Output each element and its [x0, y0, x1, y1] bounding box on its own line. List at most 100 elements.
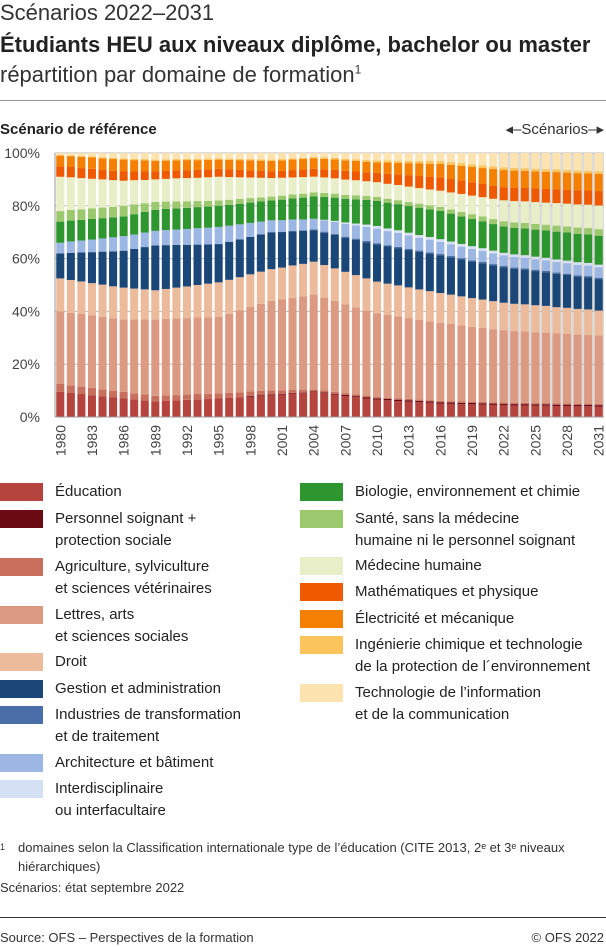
bar-segment	[489, 403, 498, 405]
bar-segment	[552, 405, 561, 417]
bar-segment	[415, 235, 424, 238]
bar-segment	[225, 313, 234, 393]
bar-segment	[66, 153, 75, 156]
bar-segment	[394, 246, 403, 249]
bar-segment	[552, 153, 561, 170]
bar-segment	[214, 398, 223, 417]
bar-segment	[98, 251, 107, 285]
bar-segment	[362, 196, 371, 200]
bar-segment	[436, 322, 445, 401]
bar-segment	[193, 399, 202, 417]
bar-segment	[161, 318, 170, 396]
bar-segment	[594, 229, 603, 236]
bar-segment	[468, 153, 477, 165]
bar-segment	[172, 400, 181, 417]
bar-segment	[193, 201, 202, 208]
bar-segment	[510, 268, 519, 304]
bar-segment	[288, 198, 297, 220]
bar-segment	[235, 177, 244, 199]
bar-segment	[330, 193, 339, 198]
bar-segment	[172, 153, 181, 160]
legend-swatch	[300, 557, 343, 575]
scenario-state-note: Scénarios: état septembre 2022	[0, 880, 185, 895]
bar-segment	[330, 221, 339, 234]
bar-segment	[394, 398, 403, 400]
bar-segment	[594, 171, 603, 175]
bar-segment	[140, 203, 149, 212]
bar-segment	[151, 395, 160, 402]
bar-segment	[193, 244, 202, 285]
bar-segment	[372, 398, 382, 400]
bar-segment	[520, 269, 529, 305]
bar-segment	[383, 173, 392, 184]
bar-segment	[362, 153, 371, 160]
bar-segment	[182, 394, 191, 400]
bar-segment	[573, 308, 582, 335]
bar-segment	[499, 226, 508, 253]
bar-segment	[457, 246, 466, 259]
bar-segment	[446, 209, 455, 214]
bar-segment	[351, 238, 360, 240]
bar-segment	[531, 223, 540, 230]
bar-segment	[520, 331, 529, 403]
bar-segment	[182, 158, 191, 161]
bar-segment	[573, 153, 582, 171]
bar-segment	[320, 232, 329, 266]
bar-segment	[499, 252, 508, 256]
x-tick-label: 2001	[274, 425, 290, 456]
bar-segment	[277, 394, 287, 417]
bar-segment	[172, 287, 181, 319]
bar-segment	[394, 230, 403, 233]
bar-segment	[109, 286, 118, 319]
bar-segment	[351, 394, 360, 397]
bar-segment	[394, 162, 403, 175]
bar-segment	[309, 176, 318, 193]
bar-segment	[330, 169, 339, 179]
bar-segment	[320, 158, 329, 170]
x-tick-label: 1998	[242, 425, 258, 456]
bar-segment	[299, 169, 308, 178]
bar-segment	[140, 232, 149, 248]
bar-segment	[436, 241, 445, 255]
bar-segment	[66, 312, 75, 386]
bar-segment	[320, 392, 329, 394]
legend-item: Médecine humaine	[300, 557, 482, 577]
bar-segment	[563, 263, 572, 274]
bar-segment	[151, 171, 160, 180]
bar-segment	[425, 321, 434, 401]
bar-segment	[256, 153, 265, 160]
bar-segment	[541, 169, 550, 172]
bar-segment	[404, 202, 413, 207]
bar-segment	[446, 192, 455, 210]
bar-segment	[372, 313, 382, 398]
bar-segment	[594, 403, 603, 406]
bar-segment	[66, 392, 75, 417]
bar-segment	[499, 170, 508, 188]
bar-segment	[235, 277, 244, 311]
legend-swatch	[300, 483, 343, 501]
bar-segment	[394, 200, 403, 205]
bar-segment	[531, 202, 540, 224]
bar-segment	[140, 160, 149, 172]
bar-segment	[246, 236, 255, 275]
bar-segment	[119, 391, 128, 399]
bar-segment	[98, 157, 107, 159]
bar-segment	[109, 397, 118, 417]
bar-segment	[66, 220, 75, 242]
bar-segment	[267, 269, 276, 301]
bar-segment	[478, 250, 487, 262]
bar-segment	[161, 153, 170, 160]
bar-segment	[214, 158, 223, 160]
bar-segment	[436, 239, 445, 242]
bar-segment	[267, 196, 276, 201]
bar-segment	[478, 261, 487, 264]
bar-segment	[425, 161, 434, 164]
bar-segment	[214, 244, 223, 283]
bar-segment	[299, 157, 308, 160]
legend-swatch	[300, 510, 343, 528]
bar-segment	[394, 248, 403, 286]
bar-segment	[140, 153, 149, 160]
bar-segment	[77, 281, 86, 314]
bar-segment	[225, 397, 234, 417]
bar-segment	[172, 318, 181, 396]
